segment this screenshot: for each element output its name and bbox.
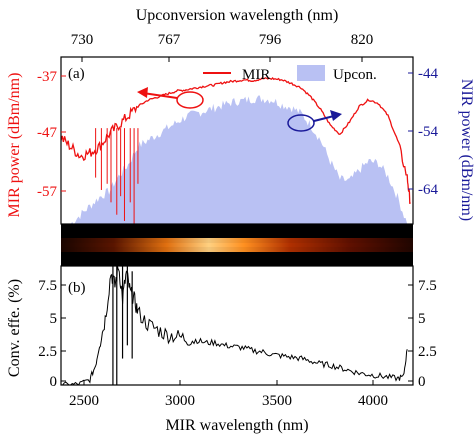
right-tick-label: -44	[418, 66, 438, 82]
top-tick-label: 730	[71, 32, 94, 48]
left-axis-arrow	[137, 87, 204, 109]
right-tick-label: -54	[418, 124, 438, 140]
conv-right-tick: 5	[418, 311, 426, 327]
bottom-axis-title: MIR wavelength (nm)	[165, 417, 308, 434]
right-tick-labels-a: -44 -54 -64	[418, 66, 438, 198]
right-axis-arrow	[287, 110, 342, 132]
legend-upcon-label: Upcon.	[333, 67, 377, 83]
legend: MIR Upcon.	[203, 65, 377, 83]
conv-left-tick-labels: 0 2.5 5 7.5	[38, 278, 57, 390]
conv-left-tick: 7.5	[38, 278, 57, 294]
panel-b-frame	[60, 265, 414, 386]
top-tick-labels: 730 767 796 820	[71, 32, 374, 48]
bottom-tick-label: 3000	[165, 393, 195, 409]
left-axis-title: MIR power (dBm/nm)	[6, 73, 23, 218]
conv-left-tick: 5	[50, 311, 58, 327]
bottom-tick-label: 3500	[262, 393, 292, 409]
left-tick-label: -37	[37, 69, 57, 85]
conv-right-tick: 0	[418, 374, 426, 390]
right-tick-label: -64	[418, 182, 438, 198]
left-tick-label: -47	[37, 125, 57, 141]
conv-right-tick: 2.5	[418, 344, 437, 360]
legend-mir-label: MIR	[242, 67, 270, 83]
panel-a-label: (a)	[68, 66, 85, 82]
bottom-tick-labels: 2500 3000 3500 4000	[69, 393, 388, 409]
conv-left-tick: 2.5	[38, 344, 57, 360]
conv-right-tick-labels: 0 2.5 5 7.5	[418, 278, 437, 390]
top-tick-label: 767	[158, 32, 181, 48]
legend-upcon-swatch	[297, 65, 325, 81]
bottom-tick-label: 4000	[358, 393, 388, 409]
upconversion-image-strip	[61, 224, 413, 266]
right-axis-title: NIR power (dBm/nm)	[458, 79, 474, 221]
conv-axis-title: Conv. effe. (%)	[6, 279, 23, 377]
top-axis-title: Upconversion wavelength (nm)	[136, 7, 339, 24]
panel-b-label: (b)	[68, 280, 86, 296]
top-tick-label: 796	[259, 32, 282, 48]
left-tick-labels-a: -37 -47 -57	[37, 69, 57, 200]
left-tick-label: -57	[37, 184, 57, 200]
conv-right-tick: 7.5	[418, 278, 437, 294]
upcon-area-series	[70, 95, 408, 224]
mir-noise-dips	[95, 128, 139, 224]
conv-left-tick: 0	[50, 374, 58, 390]
mir-line-series	[61, 77, 411, 205]
conversion-spikes	[112, 266, 133, 385]
conversion-efficiency-series	[61, 266, 408, 385]
panel-a: (a) MIR Upcon.	[60, 56, 414, 225]
bottom-tick-label: 2500	[69, 393, 99, 409]
panel-b: (b)	[60, 265, 414, 386]
top-tick-label: 820	[351, 32, 374, 48]
